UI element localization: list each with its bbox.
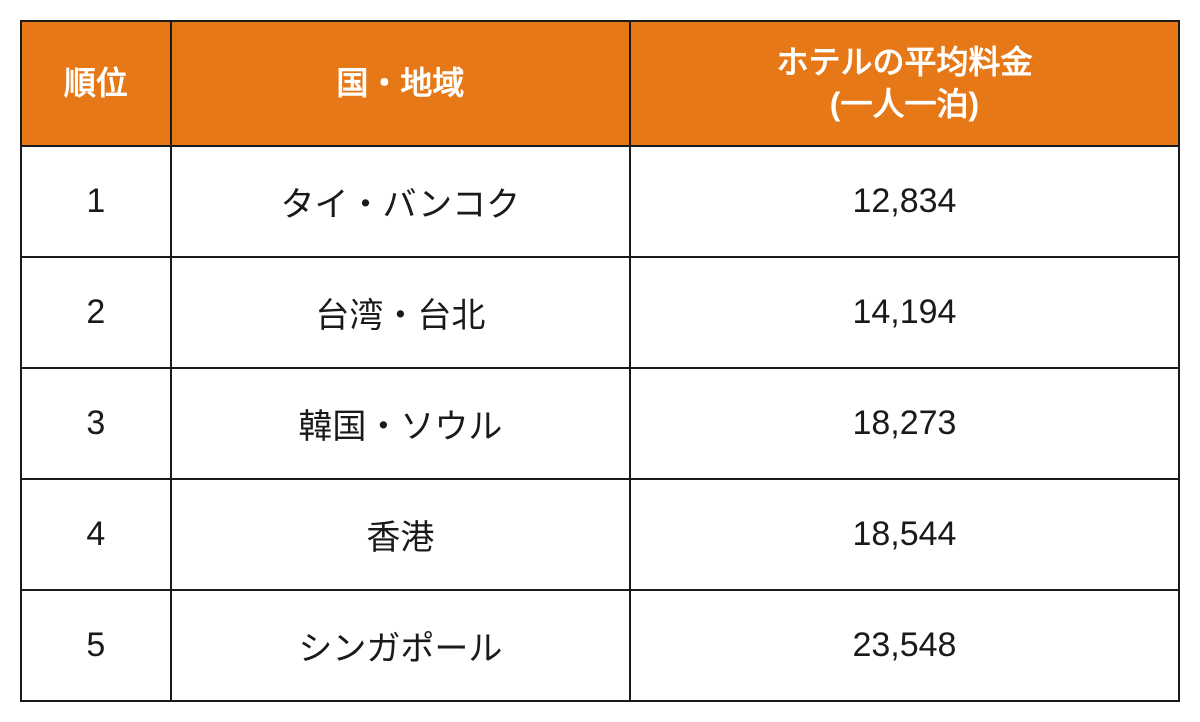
header-region: 国・地域 — [171, 21, 630, 146]
table-row: 3 韓国・ソウル 18,273 — [21, 368, 1179, 479]
table-header-row: 順位 国・地域 ホテルの平均料金 (一人一泊) — [21, 21, 1179, 146]
cell-rank: 4 — [21, 479, 171, 590]
header-price-line1: ホテルの平均料金 — [776, 44, 1032, 80]
cell-region: 韓国・ソウル — [171, 368, 630, 479]
header-price-line2: (一人一泊) — [830, 86, 979, 122]
cell-rank: 1 — [21, 146, 171, 257]
cell-price: 18,544 — [630, 479, 1179, 590]
table-row: 1 タイ・バンコク 12,834 — [21, 146, 1179, 257]
cell-price: 23,548 — [630, 590, 1179, 701]
cell-region: タイ・バンコク — [171, 146, 630, 257]
cell-price: 12,834 — [630, 146, 1179, 257]
cell-region: シンガポール — [171, 590, 630, 701]
cell-region: 台湾・台北 — [171, 257, 630, 368]
cell-rank: 2 — [21, 257, 171, 368]
header-price: ホテルの平均料金 (一人一泊) — [630, 21, 1179, 146]
cell-rank: 3 — [21, 368, 171, 479]
table-row: 4 香港 18,544 — [21, 479, 1179, 590]
table-row: 2 台湾・台北 14,194 — [21, 257, 1179, 368]
hotel-price-table: 順位 国・地域 ホテルの平均料金 (一人一泊) 1 タイ・バンコク 12,834… — [20, 20, 1180, 702]
table-row: 5 シンガポール 23,548 — [21, 590, 1179, 701]
cell-price: 18,273 — [630, 368, 1179, 479]
header-rank: 順位 — [21, 21, 171, 146]
cell-rank: 5 — [21, 590, 171, 701]
cell-price: 14,194 — [630, 257, 1179, 368]
cell-region: 香港 — [171, 479, 630, 590]
